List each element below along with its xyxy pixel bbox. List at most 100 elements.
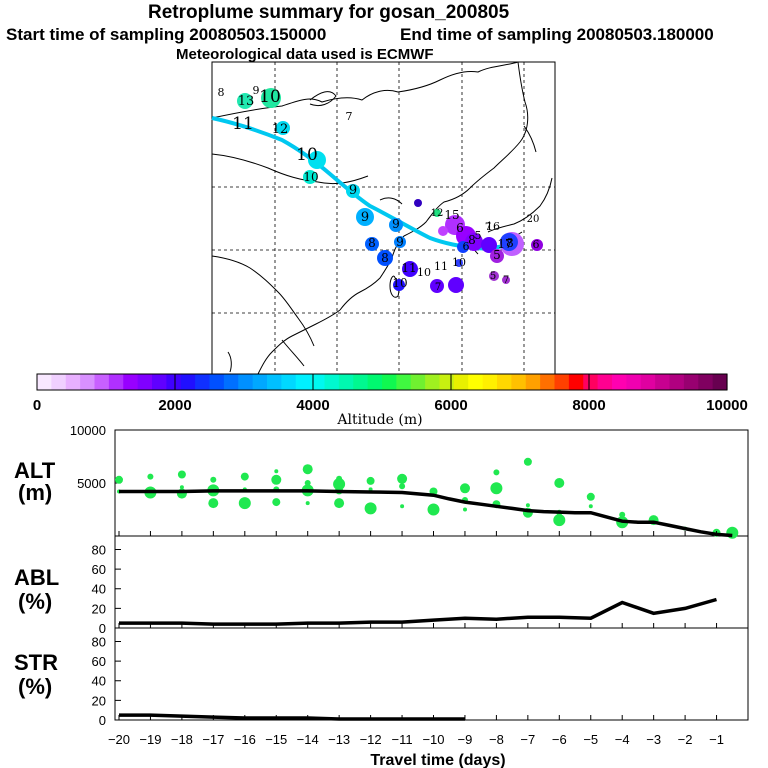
cluster-marker [356, 208, 374, 226]
x-tick-label: −11 [392, 732, 413, 747]
x-tick-label: −2 [678, 732, 693, 747]
alt-scatter-point [523, 457, 532, 466]
cluster-marker [346, 184, 360, 198]
alt-scatter-point [177, 470, 186, 479]
alt-scatter-point [460, 483, 470, 494]
cluster-label: 10 [452, 256, 466, 269]
colorbar-swatch [367, 374, 383, 390]
cluster-label: 11 [401, 261, 416, 275]
colorbar-swatch [482, 374, 498, 390]
colorbar-swatch [137, 374, 153, 390]
cluster-label: 7 [435, 282, 441, 293]
colorbar-swatch [698, 374, 714, 390]
colorbar-swatch [425, 374, 441, 390]
cluster-marker [457, 241, 469, 253]
alt-scatter-point [240, 472, 249, 481]
cluster-label: 9 [349, 183, 357, 198]
cluster-marker [303, 170, 317, 184]
colorbar-swatch [525, 374, 541, 390]
cluster-marker [261, 88, 281, 108]
x-axis-title: Travel time (days) [370, 752, 505, 768]
colorbar-swatch [683, 374, 699, 390]
colorbar-swatch [382, 374, 397, 390]
alt-scatter-point [553, 514, 566, 527]
colorbar-swatches [37, 374, 728, 390]
cluster-label: 9 [253, 84, 260, 97]
y-tick-label: 5000 [77, 476, 106, 491]
colorbar-swatch [324, 374, 340, 390]
cluster-marker [490, 249, 504, 263]
cluster-marker [433, 209, 441, 217]
colorbar-swatch [511, 374, 527, 390]
cluster-label: 8 [381, 251, 389, 265]
cluster-marker [502, 276, 510, 284]
cluster-marker [448, 277, 464, 293]
alt-scatter-point [397, 473, 408, 484]
start-time-label: Start time of sampling 20080503.150000 [6, 25, 327, 44]
abl-y-axis: 80 60 40 20 0 [92, 542, 121, 636]
colorbar-swatch [597, 374, 613, 390]
abl-panel-label: ABL [14, 565, 59, 590]
alt-scatter-point [399, 483, 406, 490]
alt-scatter-point [366, 476, 375, 485]
y-tick-label: 40 [92, 582, 106, 597]
cluster-label: 9 [361, 210, 369, 225]
cluster-marker [389, 218, 403, 232]
x-tick-label: −5 [583, 732, 598, 747]
alt-scatter-point [302, 464, 313, 475]
str-panel-unit: (%) [18, 674, 52, 699]
cluster-label: 9 [392, 217, 400, 231]
alt-scatter-point [305, 501, 310, 506]
alt-scatter-point [364, 502, 377, 515]
colorbar-swatch [568, 374, 584, 390]
alt-scatter-point [208, 498, 219, 509]
colorbar-swatch [267, 374, 282, 390]
cluster-marker [489, 271, 499, 281]
cluster-label: 12 [272, 122, 289, 137]
abl-line [119, 597, 717, 626]
time-series-panels: ALT (m) ABL (%) STR (%) 10000 5000 80 60 40… [14, 423, 749, 768]
colorbar-swatch [655, 374, 671, 390]
alt-scatter-point [554, 478, 565, 488]
cluster-marker [414, 199, 422, 207]
y-tick-label: 80 [92, 634, 106, 649]
colorbar-swatch [310, 374, 326, 390]
x-tick-label: −3 [646, 732, 661, 747]
alt-scatter-point [490, 482, 503, 495]
x-tick-label: −9 [458, 732, 473, 747]
alt-scatter-point [586, 492, 595, 501]
colorbar-swatch [626, 374, 642, 390]
x-tick-label: −10 [422, 732, 444, 747]
alt-scatter-point [588, 504, 593, 509]
colorbar-swatch [583, 374, 599, 390]
cluster-marker [500, 233, 518, 251]
alt-scatter-point [271, 474, 282, 485]
colorbar-swatch [612, 374, 627, 390]
cluster-label: 8 [506, 236, 514, 250]
alt-scatter-point [619, 511, 626, 518]
colorbar-swatch [281, 374, 297, 390]
y-tick-label: 40 [92, 674, 106, 689]
x-tick-label: −14 [297, 732, 319, 747]
map-frame [211, 61, 556, 375]
alt-scatter-point [427, 503, 440, 516]
cluster-marker [377, 250, 393, 266]
colorbar-swatch [396, 374, 412, 390]
cluster-label: 20 [527, 214, 540, 225]
cluster-marker [237, 93, 253, 109]
colorbar-swatch [439, 374, 455, 390]
colorbar-title: Altitude (m) [336, 412, 422, 428]
y-tick-label: 20 [92, 601, 106, 616]
cluster-marker [365, 237, 379, 251]
colorbar-swatch [238, 374, 254, 390]
x-tick-label: −20 [108, 732, 130, 747]
cluster-label: 6 [463, 240, 470, 253]
alt-scatter-point [210, 476, 217, 483]
alt-panel-label: ALT [14, 458, 56, 483]
colorbar-swatch [453, 374, 469, 390]
x-tick-label: −1 [709, 732, 724, 747]
cluster-label: 10 [417, 266, 431, 279]
colorbar-swatch [540, 374, 556, 390]
cluster-marker [438, 226, 448, 236]
